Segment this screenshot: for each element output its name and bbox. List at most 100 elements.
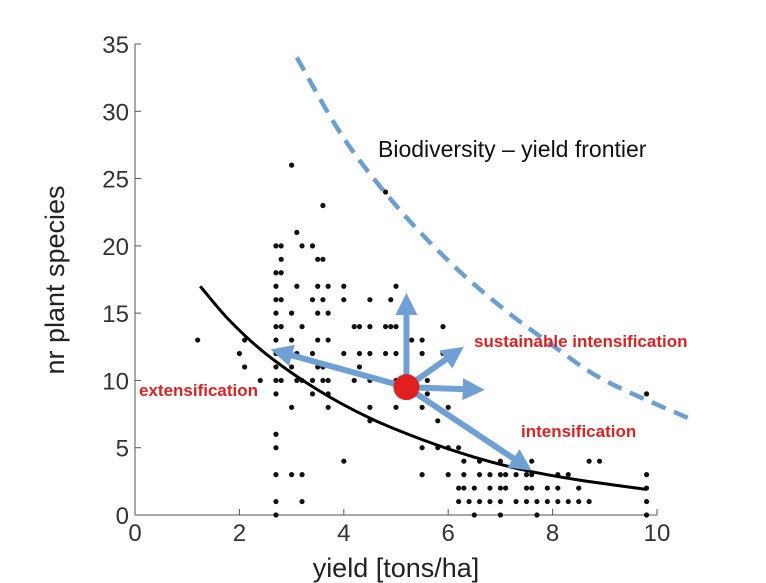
- data-point: [325, 337, 331, 343]
- data-point: [555, 485, 561, 491]
- data-point: [325, 310, 331, 316]
- data-point: [315, 256, 321, 262]
- data-point: [351, 324, 357, 330]
- y-tick-label: 35: [102, 32, 129, 59]
- data-point: [419, 445, 425, 451]
- data-point: [320, 297, 326, 303]
- data-point: [273, 391, 279, 397]
- data-point: [242, 364, 248, 370]
- data-point: [242, 337, 248, 343]
- y-tick-label: 15: [102, 301, 129, 328]
- data-point: [476, 498, 483, 505]
- data-point: [529, 485, 535, 491]
- data-point: [299, 324, 305, 330]
- annotation-intensification: intensification: [521, 422, 636, 441]
- arrow-shaft: [288, 352, 410, 391]
- x-tick-label: 8: [546, 520, 559, 547]
- data-point: [273, 445, 279, 451]
- data-point: [367, 324, 373, 330]
- data-point: [544, 485, 550, 491]
- data-point: [367, 297, 373, 303]
- arrow-head: [395, 292, 418, 315]
- data-point: [393, 283, 399, 289]
- data-point: [529, 458, 535, 464]
- data-point: [273, 310, 279, 316]
- data-point: [273, 283, 279, 289]
- data-point: [278, 256, 284, 262]
- data-point: [534, 498, 540, 505]
- x-axis-label: yield [tons/ha]: [313, 553, 480, 583]
- data-point: [388, 297, 394, 303]
- data-point: [487, 498, 493, 505]
- data-point: [289, 337, 295, 343]
- data-point: [643, 512, 650, 518]
- arrow-shaft: [403, 384, 517, 462]
- data-point: [309, 350, 316, 357]
- origin-dot: [393, 374, 420, 401]
- y-tick-label: 30: [102, 99, 129, 126]
- data-point: [461, 485, 467, 491]
- data-point: [445, 472, 451, 478]
- data-point: [294, 229, 300, 235]
- data-point: [497, 512, 503, 518]
- data-point: [356, 364, 363, 370]
- data-point: [523, 472, 530, 478]
- data-point: [555, 498, 561, 505]
- data-point: [289, 162, 295, 168]
- data-point: [299, 498, 305, 505]
- data-point: [503, 485, 509, 491]
- data-point: [471, 512, 477, 518]
- data-point: [382, 324, 389, 330]
- data-point: [643, 391, 650, 397]
- data-point: [195, 337, 201, 343]
- data-point: [565, 472, 571, 478]
- data-point: [586, 458, 592, 464]
- data-point: [309, 243, 316, 249]
- data-point: [456, 485, 462, 491]
- data-point: [513, 472, 519, 478]
- data-point: [236, 350, 242, 357]
- data-point: [309, 377, 316, 384]
- data-point: [289, 472, 295, 478]
- data-point: [315, 337, 321, 343]
- data-point: [461, 458, 467, 464]
- arrows: [270, 292, 532, 471]
- data-point: [466, 498, 472, 505]
- data-point: [273, 243, 279, 249]
- data-point: [273, 472, 279, 478]
- data-point: [341, 458, 347, 464]
- data-point: [351, 377, 357, 384]
- data-point: [273, 337, 279, 343]
- data-point: [289, 364, 295, 370]
- data-point: [497, 485, 503, 491]
- frontier-label: Biodiversity – yield frontier: [378, 136, 647, 162]
- y-tick-label: 10: [102, 368, 129, 395]
- data-point: [341, 350, 347, 357]
- data-point: [393, 404, 399, 410]
- data-point: [576, 498, 582, 505]
- data-point: [320, 202, 326, 209]
- data-point: [309, 391, 316, 397]
- data-point: [424, 377, 430, 384]
- fit-curve: [199, 285, 647, 491]
- data-point: [278, 243, 284, 249]
- data-point: [424, 391, 430, 397]
- data-point: [273, 498, 279, 505]
- data-point: [576, 485, 582, 491]
- data-point: [315, 283, 321, 289]
- y-tick-label: 20: [102, 234, 129, 261]
- data-point: [476, 472, 483, 478]
- ticks: 0 2 4 6 8 10 0 5 10 15 20 25 30 35: [102, 32, 670, 547]
- data-point: [367, 350, 373, 357]
- x-tick-label: 0: [128, 520, 141, 547]
- annotation-sustainable-intensification: sustainable intensification: [474, 332, 688, 351]
- y-axis-label: nr plant species: [40, 185, 70, 374]
- data-point: [273, 377, 279, 384]
- data-point: [289, 404, 295, 410]
- y-tick-label: 0: [116, 503, 129, 530]
- data-point: [273, 512, 279, 518]
- frontier-curve: [294, 56, 690, 421]
- data-point: [299, 243, 305, 249]
- data-point: [382, 189, 389, 195]
